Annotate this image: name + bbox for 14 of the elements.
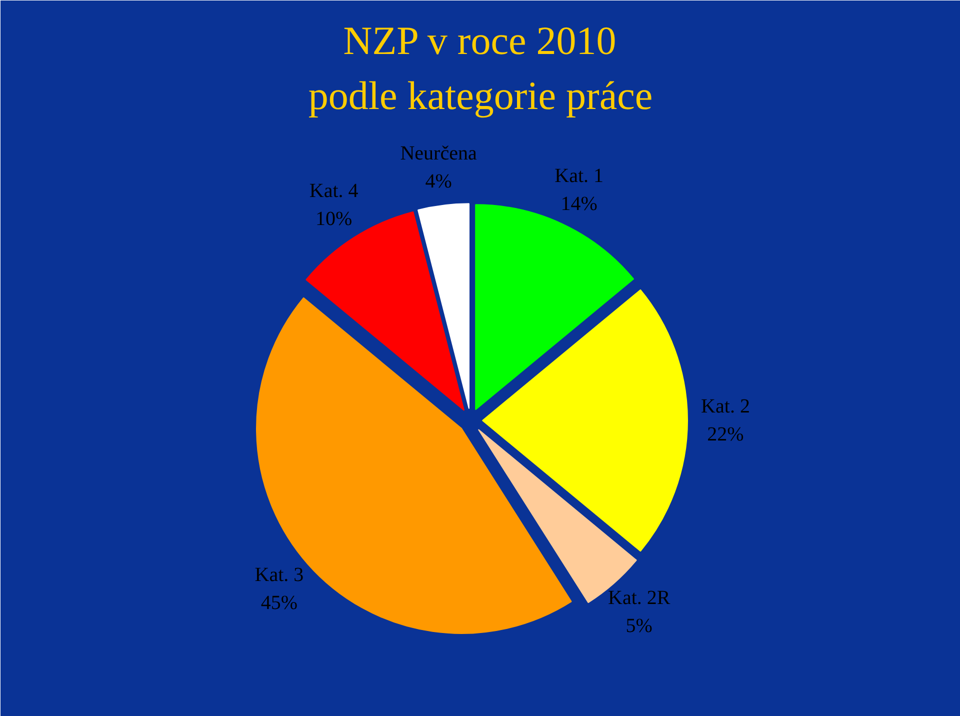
slice-label: Kat. 2 xyxy=(701,396,750,418)
chart-subtitle: podle kategorie práce xyxy=(308,73,653,118)
slice-label: Kat. 2R xyxy=(608,586,671,609)
data-label: 14% xyxy=(560,192,598,215)
slice-label: Kat. 3 xyxy=(254,564,304,586)
slice-label: Neurčena xyxy=(400,142,477,165)
data-label: 45% xyxy=(260,592,298,614)
data-label: 10% xyxy=(316,208,352,230)
data-label: 22% xyxy=(707,424,744,446)
data-label: 5% xyxy=(626,614,652,637)
data-label: 4% xyxy=(425,170,452,193)
chart-title: NZP v roce 2010 xyxy=(343,18,616,63)
slice-label: Kat. 4 xyxy=(309,180,358,202)
slice-label: Kat. 1 xyxy=(554,164,604,187)
